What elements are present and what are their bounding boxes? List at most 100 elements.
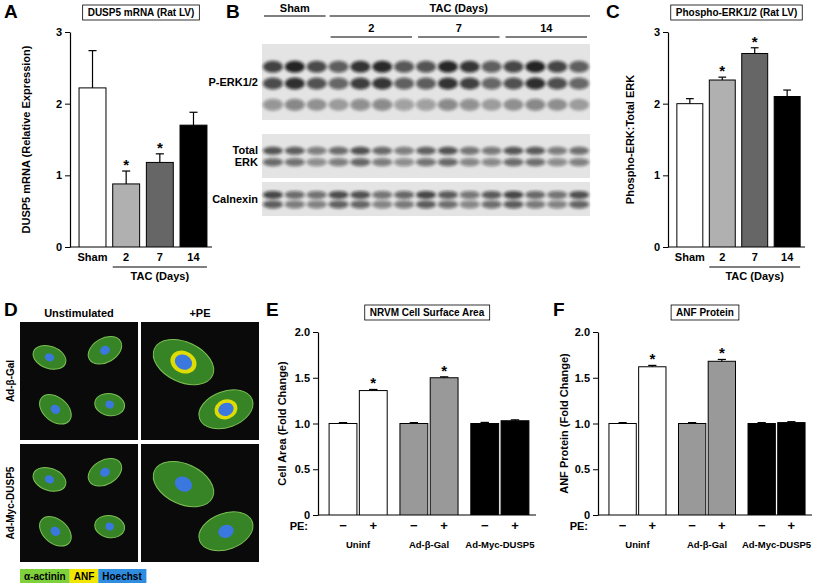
blot-bracket	[506, 36, 587, 37]
stain-swatch	[70, 569, 99, 583]
blot-band	[350, 99, 370, 111]
error-bar	[688, 422, 696, 424]
bar	[708, 361, 735, 515]
error-bar	[758, 422, 766, 424]
bar	[778, 423, 805, 515]
y-tick-label: 1.5	[295, 372, 310, 384]
blot-band	[263, 78, 283, 90]
x-tick-label: +	[649, 518, 657, 533]
blot-row-label: Total ERK	[232, 144, 258, 168]
y-tick-mark	[663, 175, 668, 176]
blot-group-label: 14	[540, 22, 553, 34]
blot-band	[372, 61, 392, 73]
significance-mark: *	[441, 362, 447, 379]
chart-title: NRVM Cell Surface Area	[370, 307, 485, 318]
stain-swatch	[98, 569, 146, 583]
blot-bracket	[418, 36, 499, 37]
significance-mark: *	[370, 374, 376, 391]
blot-band	[416, 200, 436, 208]
x-tick-label: −	[481, 518, 489, 533]
blot-band	[372, 147, 392, 155]
blot-band	[460, 191, 480, 199]
blot-bands	[263, 147, 589, 166]
significance-mark: *	[719, 344, 725, 361]
y-axis-line	[318, 333, 319, 516]
nucleus	[49, 403, 62, 416]
panel-letter: D	[4, 299, 18, 320]
nucleus	[105, 522, 115, 531]
blot-group-label: 7	[456, 22, 462, 34]
bar	[678, 424, 705, 516]
blot-band	[482, 191, 502, 199]
blot-band	[372, 99, 392, 111]
bar	[774, 97, 800, 248]
cell	[34, 389, 77, 431]
y-tick-label: 2.0	[295, 326, 310, 338]
tile-background	[141, 322, 259, 440]
error-bar	[189, 112, 197, 125]
y-tick-mark	[313, 515, 318, 516]
blot-band	[307, 191, 327, 199]
error-bar	[619, 422, 627, 424]
stain-label: Hoechst	[102, 571, 142, 582]
blot-band	[307, 147, 327, 155]
y-tick-label: 1	[56, 169, 62, 181]
blot-band	[482, 61, 502, 73]
row-label: Ad-Myc-DUSP5	[5, 466, 16, 539]
blot-group-label: Sham	[280, 2, 310, 14]
blot-band	[416, 147, 436, 155]
bar	[471, 424, 499, 516]
x-axis-title: PE:	[290, 520, 308, 532]
blot-band	[307, 78, 327, 90]
blot-band	[263, 200, 283, 208]
blot-band	[569, 191, 589, 199]
blot-band	[416, 99, 436, 111]
blot-strip	[262, 134, 590, 178]
x-tick-label: 2	[719, 251, 725, 263]
nucleus	[216, 523, 235, 541]
plot-marks	[79, 51, 207, 247]
error-bar-stem	[787, 90, 788, 96]
blot-band	[285, 61, 305, 73]
x-tick-label: Sham	[675, 251, 705, 263]
blot-band	[328, 147, 348, 155]
chart-title: ANF Protein	[676, 307, 734, 318]
y-tick-label: 1.5	[575, 372, 590, 384]
plot-marks	[677, 48, 800, 247]
y-tick-mark	[313, 469, 318, 470]
x-tick-label: +	[788, 518, 796, 533]
blot-row-label: Calnexin	[212, 193, 258, 205]
group-label: Ad-β-Gal	[409, 539, 449, 550]
y-tick: 1.5	[295, 372, 318, 384]
anf-stain	[212, 396, 241, 423]
group-label: Ad-Myc-DUSP5	[465, 539, 535, 550]
cell	[146, 452, 221, 515]
y-axis-line	[598, 333, 599, 516]
bar	[430, 378, 458, 515]
micrograph-tile	[141, 322, 259, 440]
blot-band	[285, 200, 305, 208]
group-label: Uninf	[625, 539, 650, 550]
y-tick-mark	[663, 104, 668, 105]
blot-band	[503, 99, 523, 111]
cell	[93, 391, 126, 418]
blot-band	[438, 99, 458, 111]
blot-band	[503, 191, 523, 199]
plot-marks	[609, 359, 805, 515]
cell	[30, 341, 69, 373]
chart-panel: ENRVM Cell Surface Area00.51.01.52.0Cell…	[266, 299, 536, 550]
blot-band	[525, 200, 545, 208]
blot-band	[569, 99, 589, 111]
x-tick-label: 14	[781, 251, 794, 263]
blot-band	[350, 191, 370, 199]
y-tick: 2	[56, 98, 70, 110]
x-tick-label: −	[619, 518, 627, 533]
cell-body	[83, 453, 126, 492]
y-axis-title: ANF Protein (Fold Change)	[558, 353, 570, 494]
y-tick: 1	[56, 169, 70, 181]
error-bar	[783, 90, 791, 96]
blot-band	[285, 99, 305, 111]
blot-band	[438, 61, 458, 73]
group-label: Uninf	[346, 539, 371, 550]
y-axis-line	[668, 33, 669, 248]
